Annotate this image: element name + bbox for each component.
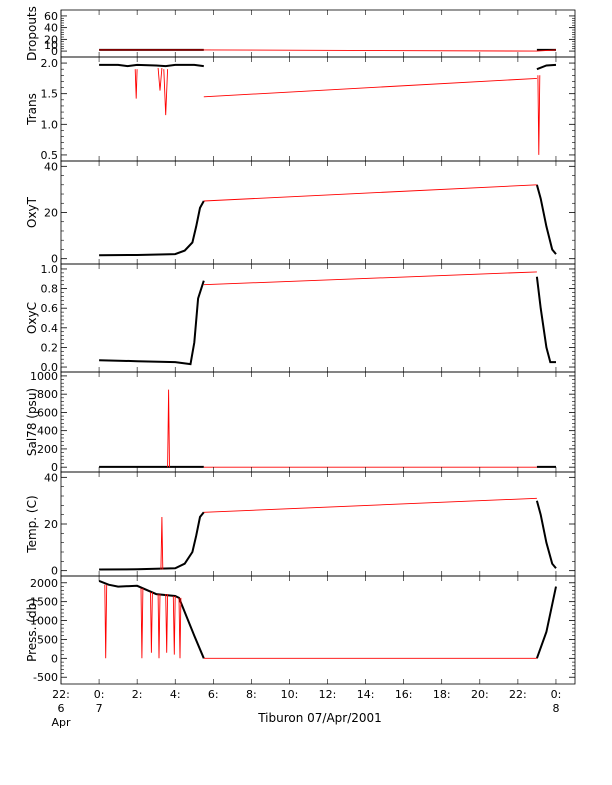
series-data-OxyC-1	[535, 276, 556, 364]
series-fit-Trans-2	[203, 77, 537, 98]
series-data-OxyC-0	[99, 280, 205, 366]
y-tick-label-OxyC: 0.0	[41, 361, 59, 374]
y-tick-label-Dropouts: 20	[44, 33, 58, 46]
series-data-Press-0	[98, 579, 205, 659]
y-tick-label-Trans: 0.5	[41, 149, 59, 162]
series-data-OxyT-0	[99, 200, 205, 257]
series-fit-Press-9	[178, 597, 182, 659]
x-tick-label: 8	[552, 702, 559, 715]
y-tick-label-Dropouts: 10	[44, 39, 58, 52]
series-fit-Trans-5	[157, 67, 163, 91]
series-fit-Temp-2	[203, 497, 537, 513]
x-tick-label: Apr	[51, 716, 71, 729]
y-tick-label-Temp: 20	[44, 518, 58, 531]
panel-frame-Temp	[60, 471, 576, 577]
y-tick-label-Press: 0	[51, 652, 58, 665]
y-tick-label-Sal78: 1000	[30, 370, 58, 383]
x-tick-label: 0:	[551, 688, 562, 701]
x-tick-label: 0:	[94, 688, 105, 701]
y-axis-title-OxyC: OxyC	[25, 302, 39, 334]
y-axis-title-Sal78: Sal78 (psu)	[25, 388, 39, 456]
x-tick-label: 6	[58, 702, 65, 715]
series-fit-Press-7	[165, 594, 169, 653]
y-tick-label-Sal78: 200	[37, 443, 58, 456]
y-tick-label-OxyC: 0.2	[41, 341, 59, 354]
x-tick-label: 16:	[395, 688, 413, 701]
y-axis-title-Temp: Temp. (C)	[25, 495, 39, 553]
panel-frame-OxyT	[60, 160, 576, 265]
series-fit-Press-5	[150, 592, 153, 653]
panel-frame-Press	[60, 575, 576, 685]
x-tick-label: 22:	[509, 688, 527, 701]
y-tick-label-Dropouts: 60	[44, 10, 58, 23]
x-tick-label: 14:	[357, 688, 375, 701]
x-tick-label: 20:	[471, 688, 489, 701]
x-tick-label: 4:	[170, 688, 181, 701]
y-tick-label-Dropouts: 0	[51, 45, 58, 58]
y-tick-label-Trans: 2.0	[41, 57, 59, 70]
y-tick-label-Press: 2000	[30, 577, 58, 590]
series-fit-OxyT-2	[203, 184, 537, 202]
panel-frame-Sal78	[60, 371, 576, 473]
y-tick-label-Press: 500	[37, 633, 58, 646]
y-tick-label-OxyC: 0.6	[41, 302, 59, 315]
series-data-OxyT-1	[535, 184, 557, 255]
series-data-Trans-0	[99, 63, 204, 68]
x-tick-label: 12:	[319, 688, 337, 701]
series-data-Temp-1	[535, 500, 557, 569]
x-tick-label: 18:	[433, 688, 451, 701]
series-fit-Trans-6	[537, 75, 541, 155]
y-axis-title-Trans: Trans	[25, 93, 39, 126]
y-tick-label-OxyT: 0	[51, 253, 58, 266]
series-data-Temp-0	[99, 511, 205, 571]
y-tick-label-OxyC: 0.4	[41, 322, 59, 335]
panel-frame-Trans	[60, 56, 576, 162]
y-tick-label-Sal78: 800	[37, 388, 58, 401]
series-fit-OxyC-2	[203, 271, 537, 286]
series-fit-Trans-4	[163, 69, 169, 116]
series-fit-Temp-3	[160, 516, 164, 570]
series-fit-Press-6	[157, 594, 161, 659]
series-data-Press-1	[535, 586, 557, 659]
y-tick-label-Dropouts: 40	[44, 22, 58, 35]
x-tick-label: 7	[96, 702, 103, 715]
y-tick-label-OxyT: 40	[44, 160, 58, 173]
x-tick-label: 6:	[208, 688, 219, 701]
y-tick-label-OxyT: 20	[44, 207, 58, 220]
y-tick-label-Press: 1000	[30, 615, 58, 628]
y-tick-label-Temp: 40	[44, 471, 58, 484]
series-fit-Trans-3	[134, 69, 138, 99]
x-tick-label: 8:	[246, 688, 257, 701]
y-tick-label-Press: 1500	[30, 596, 58, 609]
y-tick-label-Sal78: 400	[37, 425, 58, 438]
x-tick-label: 10:	[281, 688, 299, 701]
series-fit-Press-4	[140, 588, 144, 659]
y-tick-label-Trans: 1.0	[41, 118, 59, 131]
series-fit-Press-3	[104, 584, 108, 659]
series-data-Trans-1	[536, 63, 557, 71]
series-fit-Dropouts-2	[99, 49, 557, 52]
chart-footer-title: Tiburon 07/Apr/2001	[257, 711, 382, 725]
y-axis-title-Dropouts: Dropouts	[25, 6, 39, 61]
y-tick-label-Temp: 0	[51, 565, 58, 578]
y-tick-label-Trans: 1.5	[41, 88, 59, 101]
y-axis-title-Press: Press. (db)	[25, 598, 39, 662]
y-tick-label-Sal78: 0	[51, 461, 58, 474]
x-tick-label: 2:	[132, 688, 143, 701]
series-fit-Sal78-3	[167, 389, 170, 468]
x-tick-label: 22:	[52, 688, 70, 701]
y-tick-label-OxyC: 1.0	[41, 263, 59, 276]
y-axis-title-OxyT: OxyT	[25, 196, 39, 228]
y-tick-label-OxyC: 0.8	[41, 283, 59, 296]
series-fit-Press-8	[172, 595, 176, 655]
y-tick-label-Press: -500	[33, 671, 58, 684]
y-tick-label-Sal78: 600	[37, 406, 58, 419]
